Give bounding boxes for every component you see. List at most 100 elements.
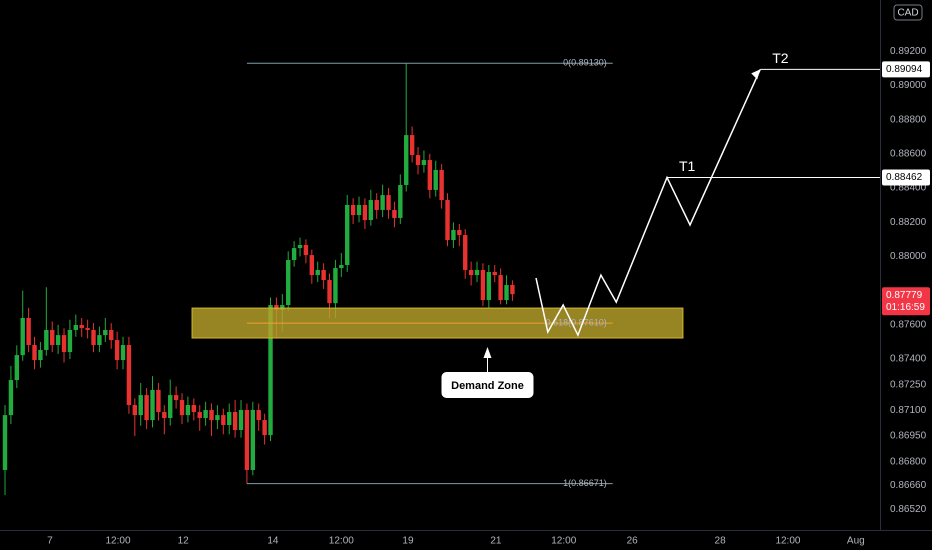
candle-body (61, 335, 67, 353)
candle-body (73, 325, 79, 330)
candle-body (374, 200, 379, 210)
candle-body (32, 345, 37, 361)
y-tick-label: 0.87400 (890, 354, 927, 365)
candle-body (55, 335, 61, 346)
y-tick-label: 0.86660 (890, 480, 927, 491)
current-price-box (882, 287, 930, 316)
x-tick-label: 7 (47, 536, 53, 547)
candle-body (150, 389, 155, 421)
candle-body (227, 412, 232, 426)
candle-body (168, 395, 173, 419)
candle-body (404, 135, 409, 185)
currency-box (893, 4, 923, 21)
candle-body (268, 305, 273, 436)
candle-body (386, 195, 391, 210)
candle-body (79, 325, 84, 329)
candle-body (427, 160, 433, 190)
candle-body (132, 405, 138, 416)
projection-arrowhead (751, 69, 761, 80)
candle-body (20, 318, 25, 356)
candle-body (315, 269, 320, 276)
candle-body (144, 395, 149, 421)
y-tick-label: 0.88200 (890, 217, 927, 228)
candle-body (209, 409, 214, 421)
projection-path (535, 69, 761, 337)
candle-body (350, 204, 356, 216)
candle-body (50, 329, 55, 346)
candle-body (356, 204, 362, 216)
candle-body (120, 345, 126, 361)
candle-body (415, 155, 421, 165)
candle-body (510, 285, 515, 295)
candle-body (321, 269, 326, 281)
candle-body (451, 229, 456, 241)
x-tick-label: 26 (627, 536, 639, 547)
candle-body (109, 329, 114, 341)
candle-body (38, 349, 43, 361)
y-tick-label: 0.88800 (890, 114, 927, 125)
target-price-box (882, 169, 930, 186)
target-price-label: 0.89094 (886, 64, 923, 75)
candle-body (173, 395, 179, 401)
y-tick-label: 0.86950 (890, 431, 927, 442)
candle-body (309, 255, 315, 276)
y-tick-label: 0.89000 (890, 80, 927, 91)
candle-body (8, 380, 14, 416)
candle-body (409, 135, 415, 156)
candle-body (67, 329, 73, 353)
candle-body (250, 409, 256, 470)
candle-body (262, 420, 267, 436)
candle-body (498, 275, 503, 301)
candle-body (203, 409, 208, 419)
candle-body (256, 409, 261, 421)
candle-body (392, 209, 397, 218)
candle-body (433, 169, 438, 190)
candle-body (179, 400, 185, 416)
y-tick-label: 0.88000 (890, 251, 927, 262)
candle-body (191, 405, 197, 413)
target-price-box (882, 61, 930, 78)
callout-pointer (483, 347, 492, 359)
candle-body (291, 248, 297, 261)
candle-body (221, 415, 226, 426)
candle-body (274, 305, 279, 310)
countdown-label: 01:16:59 (886, 302, 925, 313)
candle-body (126, 345, 132, 406)
candle-body (504, 285, 509, 301)
candle-body (486, 272, 492, 301)
x-tick-label: 12:00 (329, 536, 354, 547)
x-tick-label: Aug (847, 536, 865, 547)
candle-body (492, 272, 497, 276)
y-tick-label: 0.86520 (890, 504, 927, 515)
candle-body (44, 329, 49, 350)
candle-body (215, 415, 220, 421)
candle-body (91, 329, 96, 346)
candle-body (244, 409, 250, 470)
y-tick-label: 0.87100 (890, 405, 927, 416)
target-label: T2 (772, 50, 789, 66)
candle-body (380, 195, 385, 210)
x-tick-label: 28 (715, 536, 727, 547)
candle-body (297, 244, 303, 249)
candle-body (26, 318, 31, 346)
y-tick-label: 0.86800 (890, 456, 927, 467)
y-tick-label: 0.87250 (890, 379, 927, 390)
target-label: T1 (679, 158, 696, 174)
candle-body (339, 265, 344, 269)
candle-body (480, 269, 486, 301)
candle-body (103, 329, 108, 336)
candle-body (445, 200, 450, 241)
fib-label: 1(0.86671) (563, 478, 607, 488)
fib-label: 0(0.89130) (563, 58, 607, 68)
candle-body (197, 412, 202, 419)
candle-body (286, 260, 291, 306)
candle-body (97, 335, 102, 346)
candle-body (156, 389, 161, 413)
y-tick-label: 0.89200 (890, 46, 927, 57)
candle-body (457, 229, 462, 236)
candle-body (463, 235, 468, 270)
candle-body (439, 169, 444, 201)
